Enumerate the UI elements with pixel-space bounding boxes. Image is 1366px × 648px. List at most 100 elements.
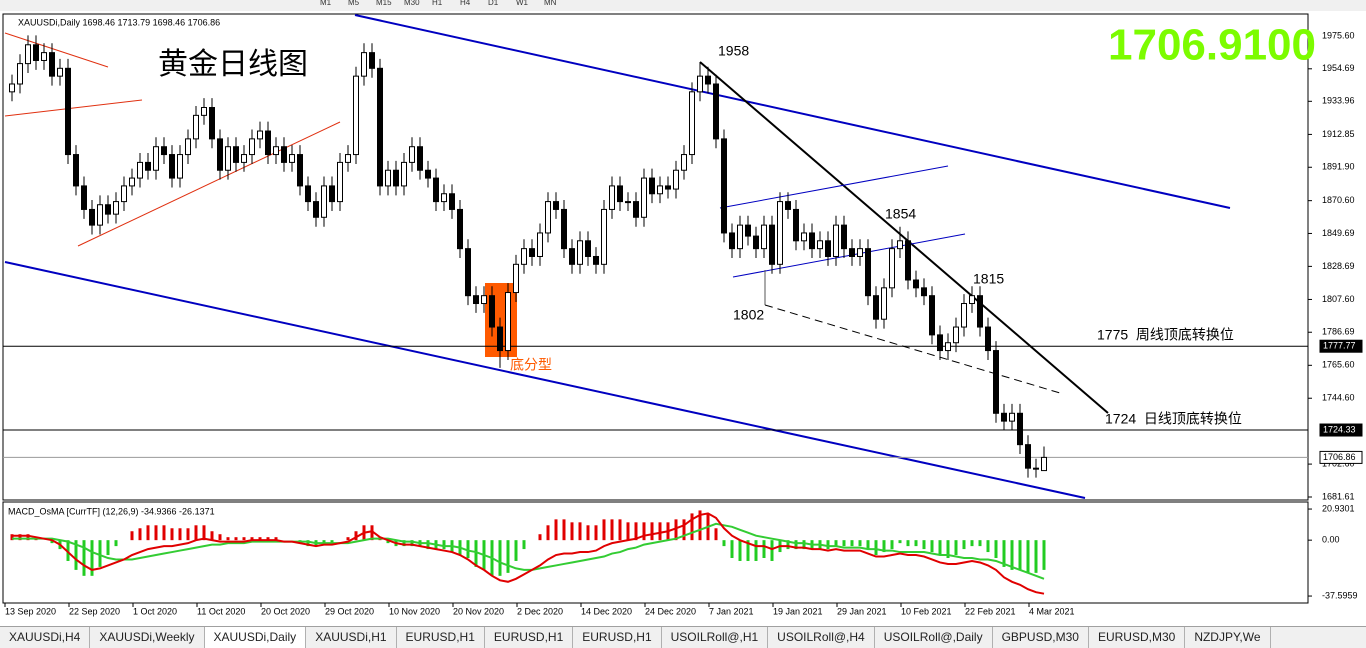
x-tick-label: 13 Sep 2020 [5, 606, 56, 616]
x-tick-label: 20 Oct 2020 [261, 606, 310, 616]
histogram-bar [146, 525, 150, 541]
y-tick-label: 20.9301 [1322, 503, 1355, 513]
chart: M1 M5 M15 M30 H1 H4 D1 W1 MN 1975.60 1954.69 1933.… [0, 0, 1366, 616]
histogram-bar [210, 531, 214, 541]
candle-body [481, 295, 487, 305]
candle-body [81, 185, 87, 210]
histogram-bar [650, 522, 654, 541]
histogram-bar [106, 540, 110, 556]
histogram-bar [186, 528, 190, 541]
signal-line [12, 522, 1045, 580]
candle-body [361, 52, 367, 77]
candle-body [377, 67, 383, 187]
tab[interactable]: USOILRoll@,Daily [875, 627, 993, 648]
candle-body [993, 350, 999, 414]
candle-body [97, 204, 103, 226]
candles [9, 35, 1047, 478]
y-tick-label: 1954.69 [1322, 63, 1355, 73]
timeframe-button[interactable]: H4 [460, 0, 471, 7]
tab[interactable]: GBPUSD,M30 [993, 627, 1089, 648]
timeframe-button[interactable]: M30 [404, 0, 420, 7]
candle-body [625, 201, 631, 204]
histogram-bar [602, 519, 606, 541]
x-tick-label: 1 Oct 2020 [133, 606, 177, 616]
candle-body [65, 67, 71, 156]
annotation: 底分型 [510, 357, 552, 373]
candle-body [985, 326, 991, 352]
tab[interactable]: XAUUSDi,H1 [306, 627, 397, 648]
trend-line [4, 99, 143, 117]
candle-body [569, 248, 575, 265]
timeframe-button[interactable]: W1 [516, 0, 529, 7]
candle-body [753, 235, 759, 250]
tab[interactable]: USOILRoll@,H1 [662, 627, 769, 648]
candle-body [217, 138, 223, 171]
x-tick-label: 24 Dec 2020 [645, 606, 696, 616]
candle-body [1025, 444, 1031, 469]
x-tick-label: 19 Jan 2021 [773, 606, 823, 616]
candle-body [153, 146, 159, 171]
histogram-bar [1018, 540, 1022, 570]
timeframe-button[interactable]: M1 [320, 0, 332, 7]
candle-body [281, 146, 287, 163]
histogram-bar [922, 540, 926, 550]
histogram-bar [426, 540, 430, 550]
candle-body [249, 138, 255, 156]
candle-body [761, 224, 767, 250]
histogram-bar [346, 537, 350, 541]
tab[interactable]: XAUUSDi,Weekly [90, 627, 205, 648]
candle-body [313, 201, 319, 218]
candle-body [329, 185, 335, 203]
tab[interactable]: USOILRoll@,H4 [768, 627, 875, 648]
candle-body [713, 83, 719, 140]
histogram-bar [306, 540, 310, 547]
histogram-bar [658, 522, 662, 541]
tab[interactable]: EURUSD,H1 [397, 627, 485, 648]
histogram-bar [538, 534, 542, 541]
candle-body [297, 154, 303, 187]
timeframe-button[interactable]: M15 [376, 0, 392, 7]
candle-body [49, 52, 55, 77]
timeframe-button[interactable]: M5 [348, 0, 360, 7]
tab[interactable]: XAUUSDi,H4 [0, 627, 91, 648]
candle-body [945, 342, 951, 352]
tab[interactable]: XAUUSDi,Daily [204, 627, 307, 648]
candle-body [265, 130, 271, 156]
timeframe-button[interactable]: MN [544, 0, 557, 7]
candle-body [673, 169, 679, 190]
histogram-bar [594, 525, 598, 541]
timeframe-button[interactable]: D1 [488, 0, 499, 7]
histogram-bar [746, 540, 750, 561]
histogram-bar [98, 540, 102, 567]
candle-body [449, 193, 455, 210]
histogram-bar [442, 540, 446, 550]
y-tick-label: 0.00 [1322, 535, 1340, 545]
histogram-bar [618, 519, 622, 541]
tab[interactable]: EURUSD,H1 [485, 627, 574, 648]
timeframe-button[interactable]: H1 [432, 0, 443, 7]
channel-line [4, 261, 1086, 499]
candle-body [17, 63, 23, 85]
candle-body [121, 185, 127, 203]
x-tick-label: 22 Sep 2020 [69, 606, 120, 616]
candle-body [145, 161, 151, 171]
y-tick-label: 1975.60 [1322, 30, 1355, 40]
histogram-bar [226, 537, 230, 541]
candle-body [457, 208, 463, 250]
candle-body [105, 204, 111, 215]
x-tick-label: 20 Nov 2020 [453, 606, 504, 616]
candle-body [425, 169, 431, 179]
histogram-bar [554, 519, 558, 541]
histogram-bar [754, 540, 758, 561]
histogram-bar [50, 540, 54, 544]
tab[interactable]: EURUSD,H1 [573, 627, 662, 648]
histogram-bar [546, 525, 550, 541]
candle-body [441, 193, 447, 203]
candle-body [193, 114, 199, 140]
tab[interactable]: NZDJPY,We [1185, 627, 1271, 648]
tab[interactable]: EURUSD,M30 [1089, 627, 1186, 648]
candle-body [473, 295, 479, 305]
x-tick-label: 10 Nov 2020 [389, 606, 440, 616]
level-box [1319, 450, 1363, 464]
x-tick-label: 22 Feb 2021 [965, 606, 1016, 616]
